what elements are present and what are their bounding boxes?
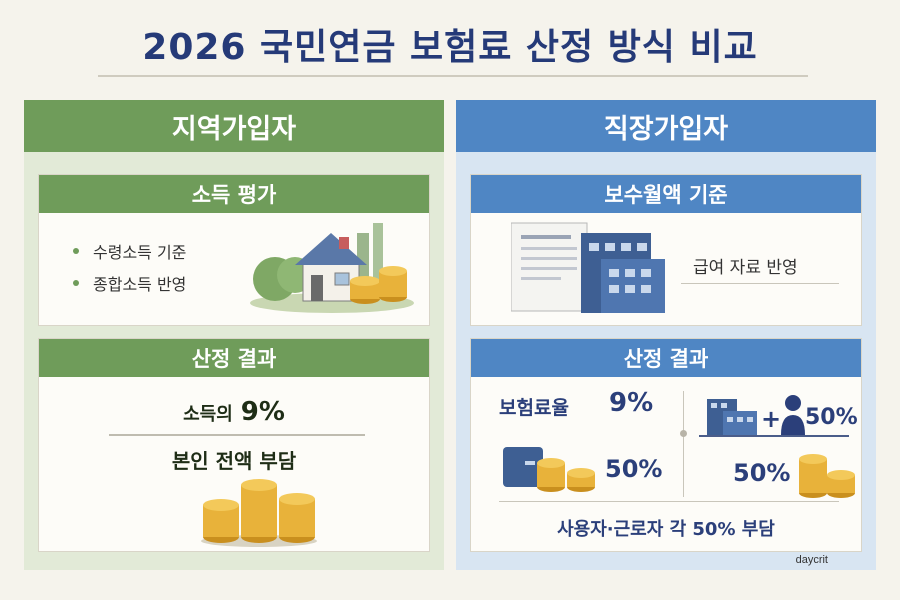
page-title: 2026 국민연금 보험료 산정 방식 비교	[142, 27, 758, 68]
coin-stack-icon	[799, 454, 855, 498]
workplace-subscriber-panel: 직장가입자 보수월액 기준 급여 자료 반영 산정 결과 보험료율 9%	[456, 100, 876, 570]
bullet-dot-icon	[73, 248, 79, 254]
full-burden-text: 본인 전액 부담	[171, 449, 297, 473]
regional-result-card: 산정 결과 소득의 9% 본인 전액 부담	[38, 338, 430, 552]
rate-label: 소득의	[183, 404, 233, 425]
bullet-text: 종합소득 반영	[93, 275, 187, 294]
workplace-result-card: 산정 결과 보험료율 9% 50% +	[470, 338, 862, 552]
bullet-item: 종합소득 반영	[73, 267, 186, 299]
result-divider	[109, 434, 365, 436]
regional-header: 지역가입자	[24, 100, 444, 152]
salary-divider	[681, 283, 839, 284]
wallet-coins-icon	[503, 447, 595, 492]
office-document-icon	[511, 222, 665, 313]
divider-dot	[680, 430, 687, 437]
regional-result-title: 산정 결과	[39, 339, 429, 377]
workplace-result-title: 산정 결과	[471, 339, 861, 377]
employer-share: 50%	[733, 459, 791, 487]
watermark: daycrit	[795, 554, 828, 566]
employer-underline	[699, 435, 849, 437]
worker-share: 50%	[605, 455, 663, 483]
building-icon	[707, 399, 757, 435]
vertical-divider	[683, 391, 684, 497]
income-card-title: 소득 평가	[39, 175, 429, 213]
premium-rate-label: 보험료율	[499, 397, 569, 419]
rate-line: 소득의 9%	[39, 397, 429, 427]
employer-share-top: 50%	[805, 405, 858, 430]
rate-value: 9%	[240, 397, 285, 427]
premium-rate-value: 9%	[609, 388, 654, 418]
salary-card-title: 보수월액 기준	[471, 175, 861, 213]
regional-subscriber-panel: 지역가입자 소득 평가 수령소득 기준 종합소득 반영	[24, 100, 444, 570]
workplace-header: 직장가입자	[456, 100, 876, 152]
plus-sign: +	[761, 405, 782, 433]
share-divider	[499, 501, 839, 502]
coin-stack-icon	[201, 479, 317, 547]
income-evaluation-card: 소득 평가 수령소득 기준 종합소득 반영	[38, 174, 430, 326]
income-bullet-list: 수령소득 기준 종합소득 반영	[73, 235, 186, 299]
bullet-item: 수령소득 기준	[73, 235, 186, 267]
salary-basis-card: 보수월액 기준 급여 자료 반영	[470, 174, 862, 326]
bullet-text: 수령소득 기준	[93, 243, 187, 262]
share-text: 사용자·근로자 각 50% 부담	[557, 519, 775, 540]
house-icon	[250, 223, 414, 313]
title-divider	[98, 75, 808, 77]
bullet-dot-icon	[73, 280, 79, 286]
person-icon	[781, 395, 805, 435]
salary-label: 급여 자료 반영	[693, 258, 798, 278]
